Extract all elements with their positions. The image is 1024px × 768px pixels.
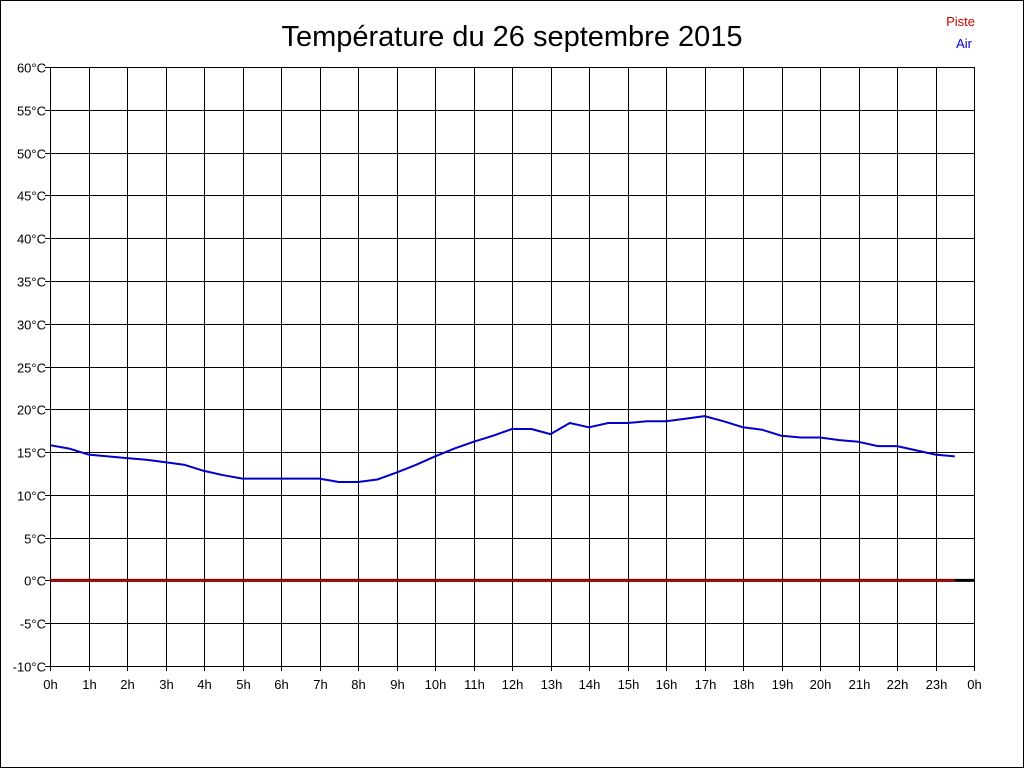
legend-entry-piste: Piste bbox=[946, 14, 975, 29]
series-lines bbox=[49, 415, 974, 582]
x-tick-label: 7h bbox=[313, 677, 327, 692]
y-tick-label: 35°C bbox=[17, 275, 46, 290]
x-tick-label: 12h bbox=[502, 677, 524, 692]
axis-labels: 0h 1h 2h 3h 4h 5h 6h 7h 8h 9h 10h 11h 12h 13h 14h 15h 16… bbox=[13, 61, 982, 693]
y-tick-label: 45°C bbox=[17, 189, 46, 204]
y-tick-label: 30°C bbox=[17, 318, 46, 333]
chart-title: Température du 26 septembre 2015 bbox=[281, 21, 742, 53]
y-tick-label: -5°C bbox=[20, 617, 46, 632]
y-tick-label: 60°C bbox=[17, 61, 46, 76]
x-tick-label: 14h bbox=[579, 677, 601, 692]
x-tick-label: 17h bbox=[695, 677, 717, 692]
x-tick-label: 10h bbox=[425, 677, 447, 692]
x-tick-label: 0h bbox=[43, 677, 57, 692]
x-tick-label: 5h bbox=[236, 677, 250, 692]
y-tick-label: 50°C bbox=[17, 147, 46, 162]
x-tick-label: 20h bbox=[810, 677, 832, 692]
x-tick-label: 4h bbox=[197, 677, 211, 692]
x-tick-label: 15h bbox=[618, 677, 640, 692]
x-tick-label: 19h bbox=[772, 677, 794, 692]
y-tick-label: 25°C bbox=[17, 361, 46, 376]
x-tick-label: 11h bbox=[464, 677, 485, 692]
legend: Piste Air bbox=[946, 14, 975, 51]
x-tick-label: 8h bbox=[351, 677, 365, 692]
legend-entry-air: Air bbox=[956, 36, 973, 51]
grid bbox=[45, 67, 975, 671]
x-tick-label: 9h bbox=[390, 677, 404, 692]
y-tick-label: 15°C bbox=[17, 446, 46, 461]
y-tick-label: 5°C bbox=[24, 532, 46, 547]
x-tick-label: 18h bbox=[733, 677, 755, 692]
x-tick-label: 1h bbox=[82, 677, 96, 692]
x-tick-label: 6h bbox=[274, 677, 288, 692]
series-line-air bbox=[49, 415, 955, 483]
x-tick-label: 16h bbox=[656, 677, 678, 692]
x-tick-label: 0h bbox=[967, 677, 981, 692]
y-tick-label: 10°C bbox=[17, 489, 46, 504]
y-tick-label: -10°C bbox=[13, 660, 46, 675]
y-tick-label: 55°C bbox=[17, 104, 46, 119]
x-tick-label: 21h bbox=[849, 677, 871, 692]
y-tick-label: 0°C bbox=[24, 574, 46, 589]
x-tick-label: 13h bbox=[541, 677, 563, 692]
y-tick-label: 20°C bbox=[17, 403, 46, 418]
x-tick-label: 22h bbox=[887, 677, 909, 692]
x-tick-label: 23h bbox=[926, 677, 948, 692]
y-tick-label: 40°C bbox=[17, 232, 46, 247]
x-tick-label: 2h bbox=[120, 677, 134, 692]
x-tick-label: 3h bbox=[159, 677, 173, 692]
